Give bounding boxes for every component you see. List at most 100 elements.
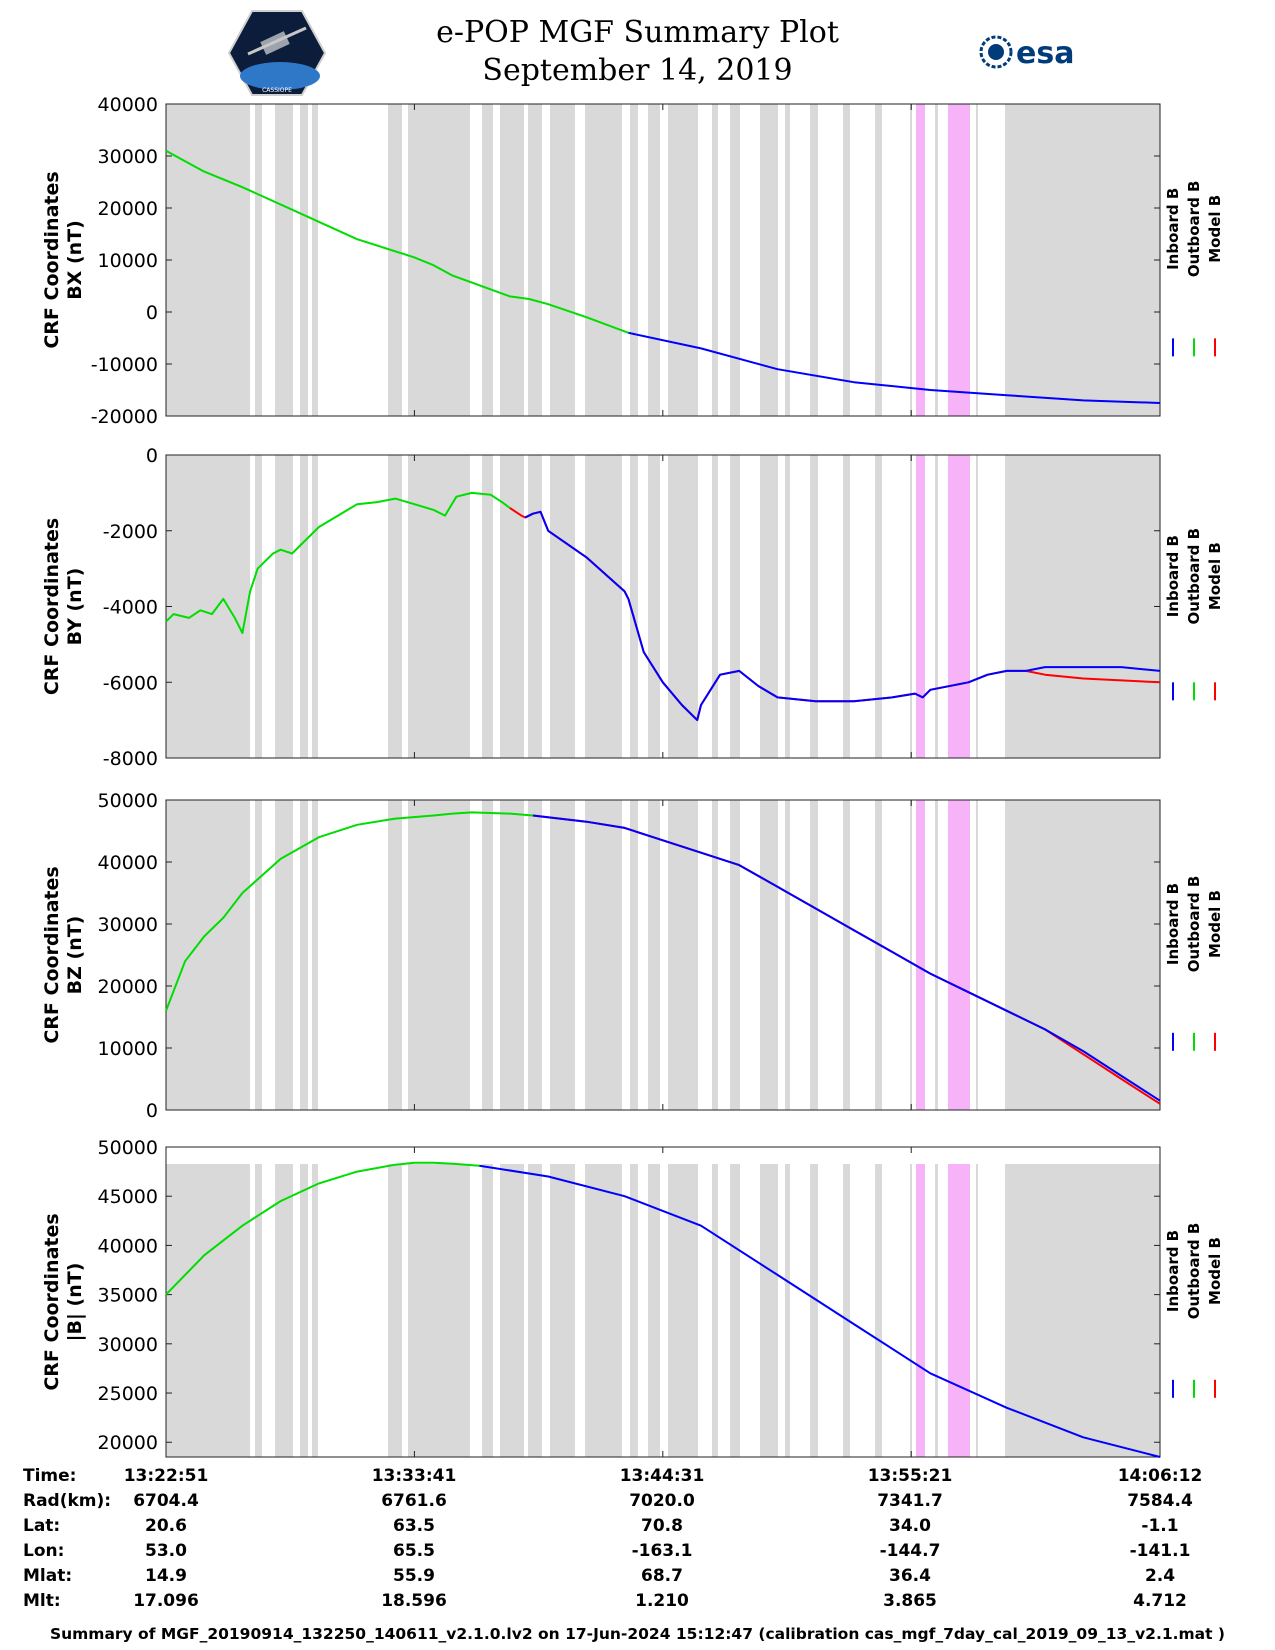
data-gap-band (585, 104, 622, 416)
info-row-value: 13:55:21 (867, 1466, 953, 1486)
data-gap-band (910, 455, 912, 758)
series-line-outboard (165, 1161, 480, 1296)
series-line-inboard (524, 510, 1161, 722)
panel-2: -8000 -6000 -4000 -2000 0 CRF CoordinatesBY (… (41, 445, 1224, 770)
data-gap-band (935, 455, 938, 758)
info-row-value: -144.7 (879, 1541, 941, 1561)
y-tick-label: -6000 (103, 672, 158, 694)
y-axis-label-line: CRF Coordinates (41, 1213, 63, 1390)
y-tick-label: -10000 (91, 354, 158, 376)
data-gap-band (300, 104, 308, 416)
info-row-value: 34.0 (889, 1516, 931, 1536)
data-gap-band (275, 455, 293, 758)
info-row-value: 3.865 (883, 1591, 937, 1611)
y-axis-label: CRF CoordinatesBZ (nT) (41, 866, 86, 1043)
data-gap-band (910, 800, 912, 1110)
info-row-value: 13:44:31 (619, 1466, 705, 1486)
data-gap-band (300, 1164, 308, 1457)
legend-entry: Outboard B (1185, 528, 1203, 625)
data-gap-band (275, 800, 293, 1110)
highlight-band (948, 1164, 970, 1457)
data-gap-band (875, 455, 882, 758)
y-tick-label: 0 (146, 1100, 158, 1122)
y-tick-label: 0 (146, 302, 158, 324)
data-gap-band (730, 800, 740, 1110)
info-row-value: -1.1 (1141, 1516, 1179, 1536)
data-gap-band (550, 800, 575, 1110)
data-gap-band (585, 800, 622, 1110)
y-axis-label-line: BZ (nT) (64, 916, 86, 995)
legend-entry: Inboard B (1164, 535, 1182, 617)
data-gap-band (843, 104, 850, 416)
orbit-info-table: Time: 13:22:51 13:33:41 13:44:31 13:55:21 14:… (0, 1466, 1275, 1626)
y-tick-label: 50000 (98, 1137, 158, 1159)
info-row-value: 7584.4 (1127, 1491, 1193, 1511)
data-gap-band (500, 1164, 524, 1457)
info-row-value: 14.9 (145, 1566, 187, 1586)
data-gap-band (300, 800, 308, 1110)
data-gap-band (712, 104, 718, 416)
data-gap-band (482, 455, 493, 758)
y-tick-label: 50000 (98, 790, 158, 812)
data-gap-band (255, 455, 262, 758)
plot-date: September 14, 2019 (482, 53, 793, 88)
info-row-label: Time: (23, 1466, 77, 1486)
info-row-value: 14:06:12 (1117, 1466, 1203, 1486)
data-gap-band (648, 455, 660, 758)
data-gap-band (976, 455, 978, 758)
highlight-band (916, 455, 925, 758)
data-gap-band (875, 1164, 882, 1457)
data-gap-band (730, 1164, 740, 1457)
info-row-label: Mlat: (23, 1566, 73, 1586)
y-tick-label: -2000 (103, 521, 158, 543)
data-gap-band (312, 1164, 318, 1457)
y-tick-label: 30000 (98, 914, 158, 936)
data-gap-band (810, 1164, 818, 1457)
data-gap-band (785, 104, 790, 416)
data-gap-band (388, 1164, 402, 1457)
data-gap-band (408, 800, 470, 1110)
y-axis-label: CRF CoordinatesBX (nT) (41, 171, 86, 348)
data-gap-band (875, 104, 882, 416)
data-gap-band (668, 1164, 698, 1457)
y-axis-label-line: BY (nT) (64, 568, 86, 646)
data-gap-band (1005, 1164, 1160, 1457)
data-gap-band (388, 800, 402, 1110)
data-gap-band (1005, 455, 1160, 758)
y-tick-label: 20000 (98, 198, 158, 220)
data-gap-band (528, 104, 542, 416)
plot-title-block: e-POP MGF Summary Plot September 14, 201… (0, 14, 1275, 90)
info-row: Lat: 20.6 63.5 70.8 34.0 -1.1 (0, 1516, 1275, 1540)
series-line-outboard (165, 149, 629, 334)
data-gap-band (668, 455, 698, 758)
data-gap-band (630, 1164, 638, 1457)
info-row-value: -141.1 (1129, 1541, 1191, 1561)
series-line-inboard (479, 1164, 1161, 1458)
legend: Inboard B Outboard B Model B (1164, 1223, 1224, 1398)
legend-entry: Outboard B (1185, 181, 1203, 278)
legend-entry: Model B (1206, 195, 1224, 263)
info-row-value: 18.596 (381, 1591, 447, 1611)
legend-entry: Outboard B (1185, 1223, 1203, 1320)
data-gap-band (166, 104, 250, 416)
data-gap-band (255, 1164, 262, 1457)
data-gap-band (630, 104, 638, 416)
data-gap-band (810, 800, 818, 1110)
data-gap-band (785, 455, 790, 758)
data-gap-band (730, 104, 740, 416)
panel-3: 0 10000 20000 30000 40000 50000 CRF Coordinate… (41, 790, 1224, 1122)
y-tick-label: 0 (146, 445, 158, 467)
y-tick-label: -8000 (103, 748, 158, 770)
data-gap-band (275, 1164, 293, 1457)
legend-entry: Inboard B (1164, 1230, 1182, 1312)
y-axis-label-line: BX (nT) (64, 220, 86, 300)
data-gap-band (648, 800, 660, 1110)
info-row: Time: 13:22:51 13:33:41 13:44:31 13:55:21 14:… (0, 1466, 1275, 1490)
data-gap-band (730, 455, 740, 758)
data-gap-band (810, 104, 818, 416)
y-tick-label: 35000 (98, 1285, 158, 1307)
panel-1: -20000 -10000 0 10000 20000 30000 40000 CRF Coo… (41, 94, 1224, 428)
info-row: Lon: 53.0 65.5 -163.1 -144.7 -141.1 (0, 1541, 1275, 1565)
data-gap-band (166, 800, 250, 1110)
data-gap-band (668, 800, 698, 1110)
